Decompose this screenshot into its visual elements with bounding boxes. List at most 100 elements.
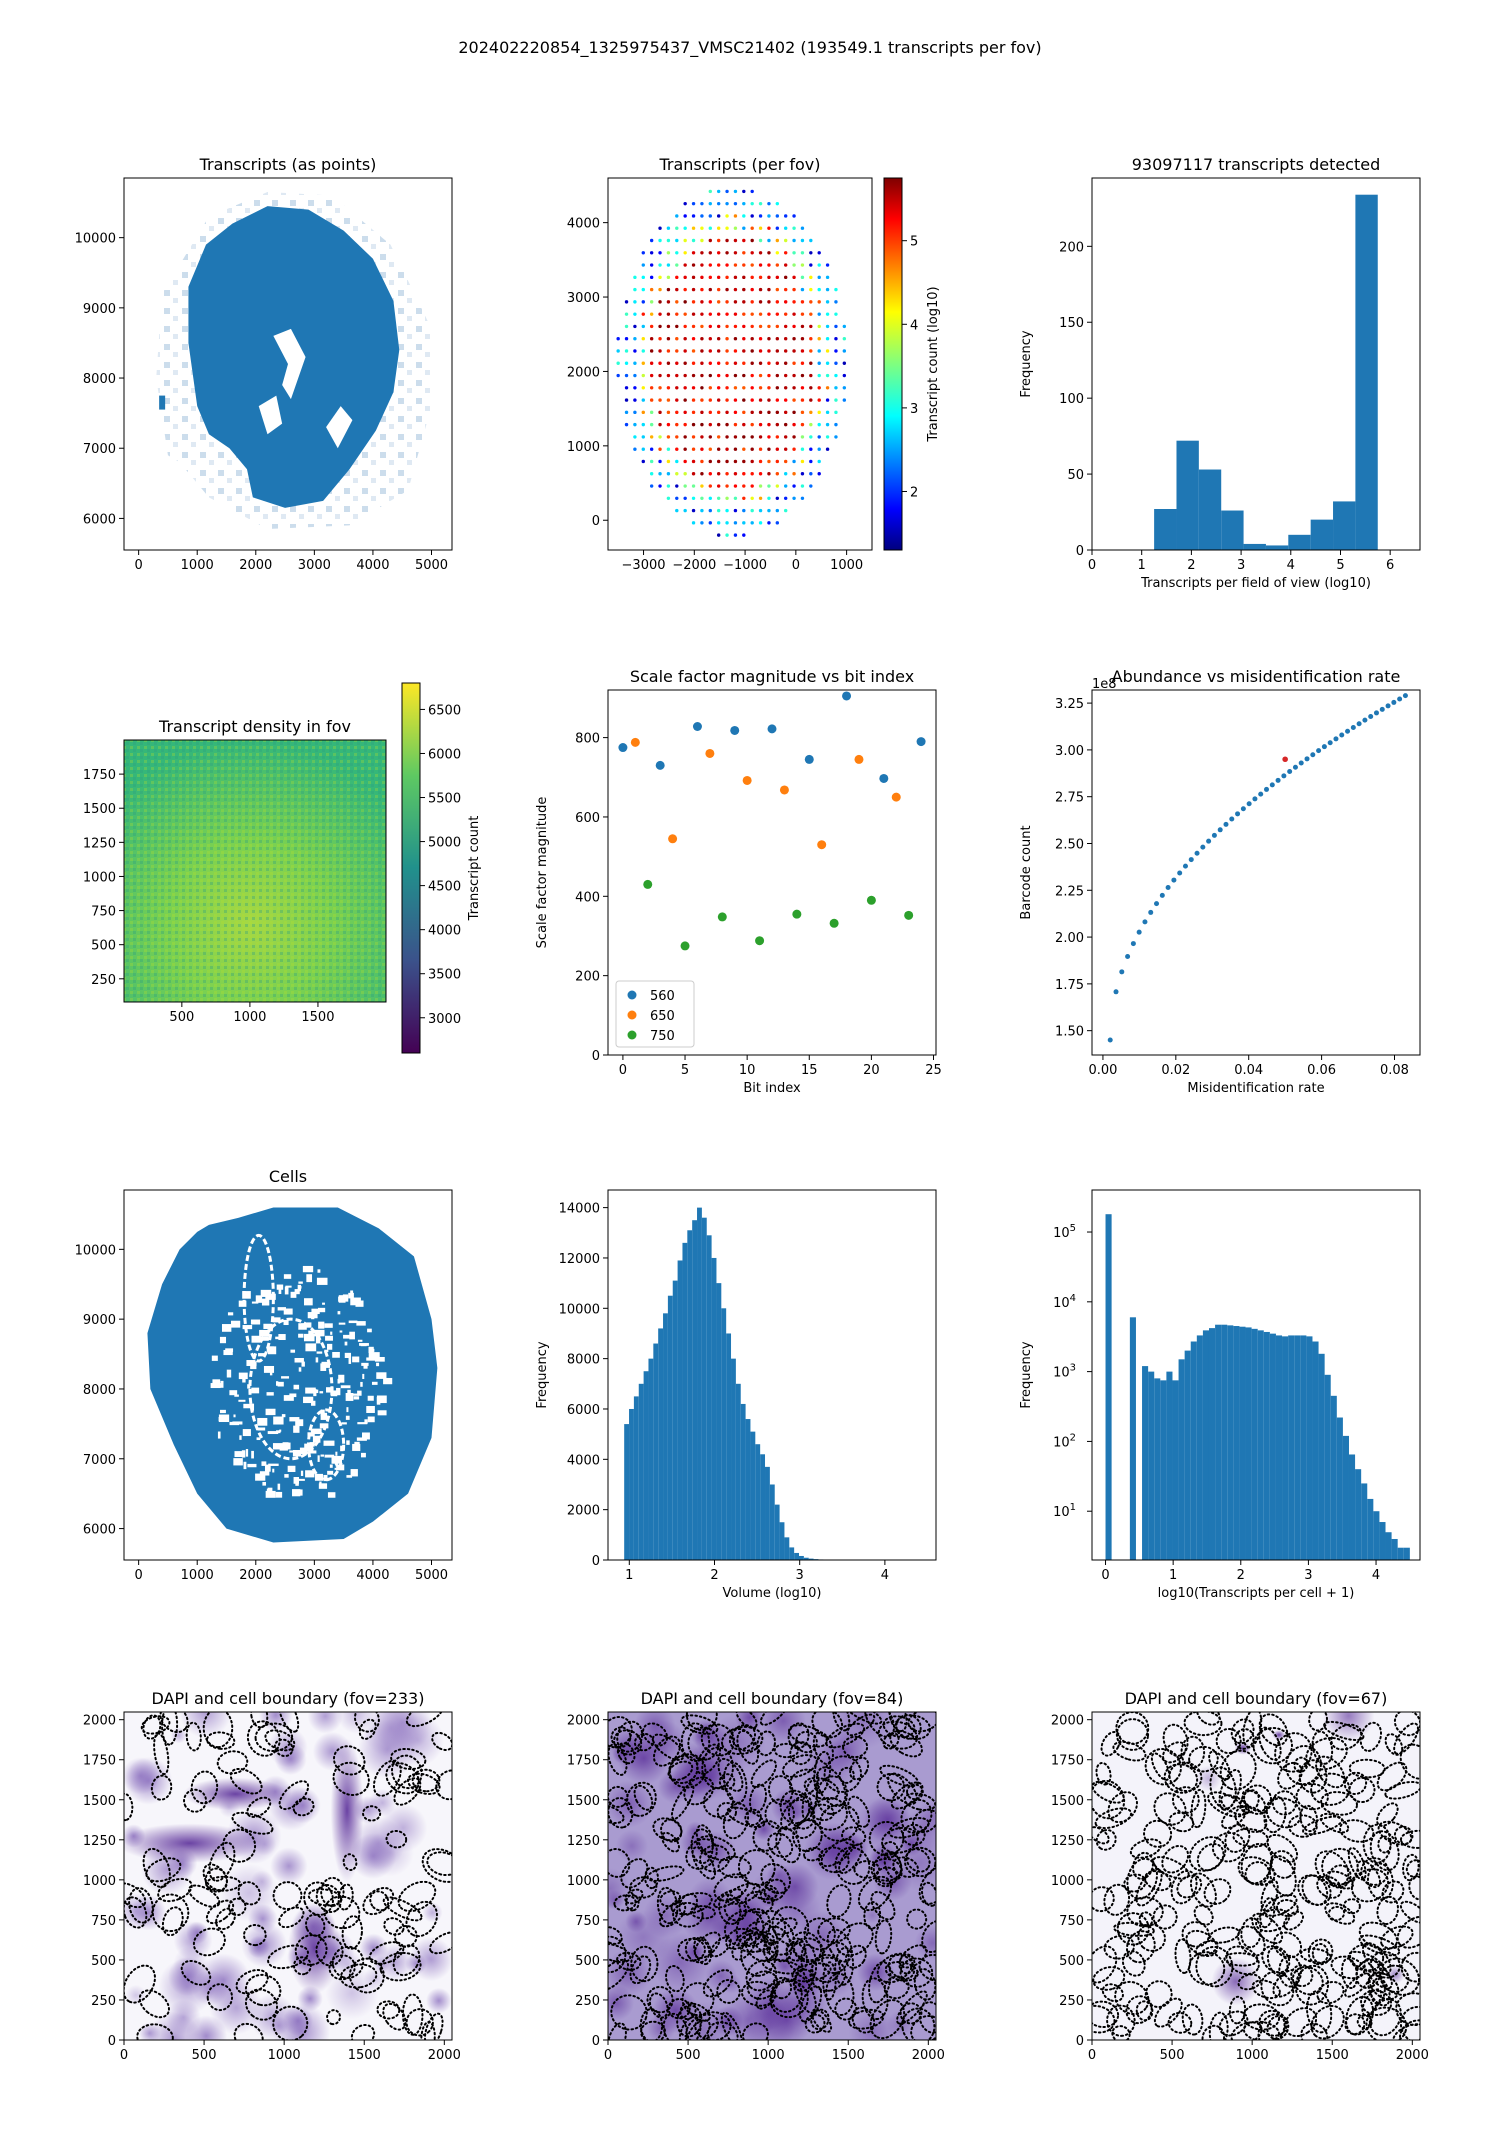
fov-point [767, 373, 771, 378]
fov-point [809, 263, 813, 267]
x-axis-label: Bit index [743, 1081, 801, 1096]
fov-point [834, 349, 838, 353]
tick-label: 1500 [348, 2048, 381, 2063]
fov-point [691, 508, 696, 513]
cell-gap-ring [242, 1233, 275, 1363]
histogram-bar [692, 1220, 698, 1560]
cell-boundary [1114, 1980, 1150, 2016]
fov-point [641, 361, 645, 365]
fov-point [834, 361, 838, 365]
tick-label: 101 [1053, 1502, 1076, 1520]
fov-point [675, 251, 679, 255]
cell-gap [348, 1320, 358, 1324]
tick-label: 3500 [428, 968, 461, 983]
scatter-point [1327, 740, 1333, 746]
fov-point [675, 226, 679, 230]
tick-label: 105 [1053, 1223, 1076, 1241]
cell-boundary [686, 2019, 711, 2040]
scatter-point-650 [891, 792, 901, 802]
tick-label: 2000 [1396, 2048, 1429, 2063]
cell-boundary [633, 1784, 654, 1811]
fov-point [775, 484, 780, 488]
histogram-bar [1265, 545, 1289, 550]
fov-point [809, 410, 813, 415]
cell-gap [260, 1289, 272, 1297]
cell-boundary [608, 1935, 627, 1974]
nucleus-blob [359, 1933, 389, 1963]
tick-label: 0 [1076, 2034, 1084, 2049]
fov-point [733, 508, 738, 513]
nucleus-cluster [330, 1738, 364, 1883]
cell-boundary [793, 1968, 814, 1993]
fov-point [716, 263, 721, 267]
fov-point [708, 422, 712, 427]
cell-boundary [1121, 1950, 1146, 1977]
fov-point [817, 386, 821, 390]
fov-point [733, 226, 738, 230]
fov-point [817, 275, 821, 280]
histogram-bar [706, 1235, 712, 1560]
cell-boundary [685, 2013, 719, 2040]
fov-point [675, 238, 679, 243]
tick-label: 0 [592, 1049, 600, 1064]
fov-point [733, 214, 738, 218]
histogram-bar [1166, 1371, 1173, 1560]
cell-boundary [294, 1934, 328, 1966]
cell-gap [347, 1389, 351, 1395]
fov-point [775, 312, 780, 316]
cell-boundary [769, 1980, 809, 2019]
cell-gap [289, 1417, 300, 1422]
fov-point [792, 324, 796, 329]
cell-boundary [608, 1942, 632, 1964]
cell-boundary [1106, 2004, 1136, 2037]
cell-boundary [1135, 1867, 1163, 1907]
cell-boundary [780, 1795, 813, 1831]
cell-boundary [246, 1720, 281, 1757]
fov-point [683, 459, 687, 464]
cell-boundary [811, 1712, 844, 1739]
cell-boundary [1092, 2000, 1120, 2029]
cell-gap [340, 1385, 351, 1389]
cell-boundary [303, 1881, 334, 1916]
fov-point [842, 386, 847, 390]
cell-boundary [810, 2008, 833, 2033]
scatter-point [1240, 806, 1246, 812]
cell-boundary [1268, 1855, 1297, 1897]
fov-point [675, 300, 679, 304]
cell-boundary [150, 1774, 173, 1801]
fov-point [758, 214, 763, 218]
fov-point [834, 398, 838, 402]
histogram-bar [1342, 1435, 1349, 1560]
fov-point [733, 386, 738, 390]
cell-gap [256, 1437, 261, 1441]
cell-boundary [687, 1726, 720, 1761]
tick-label: 0.04 [1234, 1063, 1263, 1078]
tick-label: 2000 [1051, 1714, 1084, 1729]
tick-label: 1500 [83, 1794, 116, 1809]
cell-boundary [1273, 1931, 1303, 1959]
fov-point [700, 521, 704, 525]
cell-boundary [809, 1956, 847, 1992]
fov-point [708, 361, 712, 365]
fov-point [700, 373, 704, 378]
fov-point [708, 435, 712, 439]
cell-gap [359, 1343, 369, 1346]
fov-point [708, 484, 712, 488]
scatter-point [1159, 892, 1165, 898]
fov-point [758, 373, 763, 378]
fov-point [725, 263, 729, 267]
cell-boundary [323, 1895, 361, 1930]
fov-point [783, 386, 788, 390]
scatter-point-560 [804, 754, 814, 764]
cell-boundary [803, 1776, 840, 1801]
cell-gap [287, 1465, 296, 1472]
cell-gap [376, 1362, 380, 1367]
cell-boundary [745, 1959, 778, 1992]
tick-label: 250 [91, 1994, 116, 2009]
fov-point [825, 287, 830, 292]
fov-point [800, 386, 805, 390]
cell-gap [318, 1280, 328, 1285]
cell-boundary [1259, 1896, 1276, 1929]
cell-boundary [1399, 1743, 1420, 1780]
cell-boundary [1370, 1977, 1386, 2005]
